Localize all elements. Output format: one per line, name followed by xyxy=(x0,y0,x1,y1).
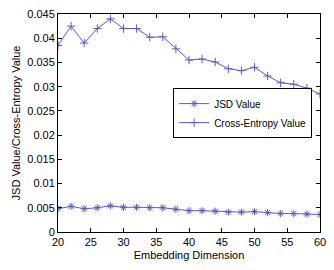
svg-text:0.015: 0.015 xyxy=(27,153,55,165)
svg-text:35: 35 xyxy=(150,236,162,248)
svg-text:60: 60 xyxy=(314,236,326,248)
svg-text:0.045: 0.045 xyxy=(27,8,55,20)
svg-text:JSD Value/Cross-Entropy Value: JSD Value/Cross-Entropy Value xyxy=(10,46,22,201)
svg-text:55: 55 xyxy=(281,236,293,248)
svg-text:0.025: 0.025 xyxy=(27,105,55,117)
svg-text:0.03: 0.03 xyxy=(33,81,54,93)
svg-text:0.005: 0.005 xyxy=(27,202,55,214)
svg-text:40: 40 xyxy=(183,236,195,248)
svg-text:Embedding Dimension: Embedding Dimension xyxy=(134,249,245,261)
svg-text:0.01: 0.01 xyxy=(33,177,54,189)
svg-text:0: 0 xyxy=(49,226,55,238)
svg-text:25: 25 xyxy=(85,236,97,248)
svg-text:45: 45 xyxy=(216,236,228,248)
svg-text:0.035: 0.035 xyxy=(27,56,55,68)
svg-text:0.02: 0.02 xyxy=(33,129,54,141)
svg-text:50: 50 xyxy=(248,236,260,248)
svg-text:0.04: 0.04 xyxy=(33,32,54,44)
svg-text:20: 20 xyxy=(52,236,64,248)
svg-text:JSD Value: JSD Value xyxy=(214,99,261,110)
svg-text:Cross-Entropy Value: Cross-Entropy Value xyxy=(214,118,306,129)
svg-text:30: 30 xyxy=(117,236,129,248)
